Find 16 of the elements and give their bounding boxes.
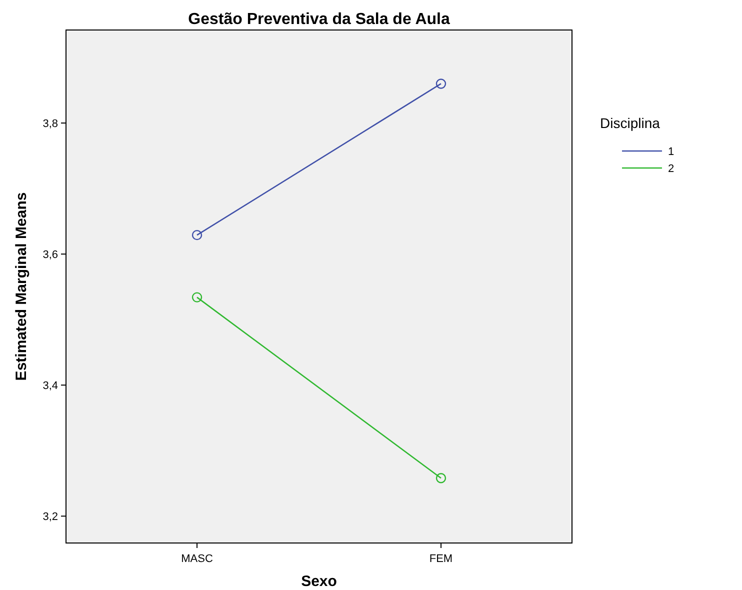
y-tick-label: 3,6: [42, 248, 58, 261]
point: [192, 230, 202, 240]
legend-title: Disciplina: [600, 115, 660, 131]
y-tick-label: 3,2: [42, 510, 58, 523]
x-tick-label: MASC: [181, 553, 213, 565]
y-tick-label: 3,8: [42, 118, 58, 130]
point: [436, 473, 446, 484]
x-tick-label: FEM: [429, 553, 453, 565]
y-axis-title: Estimated Marginal Means: [13, 192, 30, 381]
legend-label: 1: [668, 146, 674, 158]
legend-label: 2: [668, 162, 674, 175]
point: [192, 292, 202, 302]
chart-title: Gestão Preventiva da Sala de Aula: [188, 11, 450, 28]
point: [436, 78, 446, 89]
y-tick-label: 3,4: [42, 380, 58, 392]
x-axis-title: Sexo: [301, 573, 337, 590]
